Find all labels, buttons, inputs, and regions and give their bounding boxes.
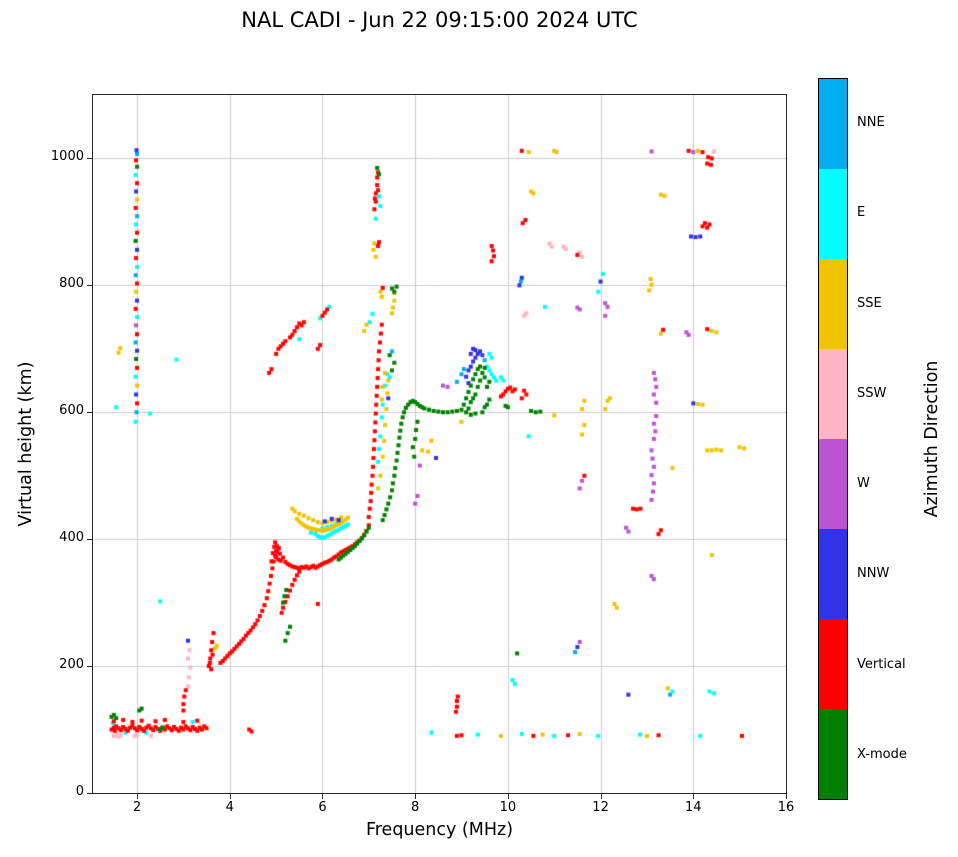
- x-tick-mark: [507, 794, 509, 799]
- colorbar-label-e: E: [857, 205, 866, 221]
- colorbar-label-sse: SSE: [857, 295, 882, 311]
- x-tick-label: 10: [499, 800, 517, 815]
- x-tick-label: 2: [132, 800, 142, 815]
- colorbar: [818, 78, 848, 800]
- colorbar-axis-label: Azimuth Direction: [922, 360, 942, 518]
- plot-canvas: [93, 95, 786, 793]
- colorbar-label-x-mode: X-mode: [857, 746, 907, 762]
- chart-title: NAL CADI - Jun 22 09:15:00 2024 UTC: [241, 8, 638, 32]
- colorbar-segment-x-mode: [819, 709, 847, 799]
- y-tick-label: 400: [59, 530, 84, 546]
- x-tick-mark: [229, 794, 231, 799]
- x-tick-label: 16: [777, 800, 795, 815]
- x-tick-label: 4: [225, 800, 234, 815]
- y-axis-label: Virtual height (km): [16, 361, 36, 527]
- colorbar-label-nne: NNE: [857, 115, 885, 131]
- x-tick-mark: [137, 794, 139, 799]
- colorbar-label-vertical: Vertical: [857, 656, 906, 672]
- y-tick-label: 1000: [50, 149, 84, 165]
- colorbar-segment-vertical: [819, 619, 847, 709]
- x-axis-label: Frequency (MHz): [365, 820, 514, 840]
- y-tick-mark: [87, 158, 92, 160]
- plot-area: [92, 94, 787, 794]
- x-tick-mark: [786, 794, 787, 799]
- y-tick-mark: [87, 539, 92, 541]
- y-tick-label: 200: [59, 657, 84, 673]
- colorbar-label-w: W: [857, 476, 870, 492]
- y-tick-label: 800: [59, 276, 84, 292]
- colorbar-segment-e: [819, 169, 847, 259]
- y-tick-mark: [87, 285, 92, 287]
- x-tick-label: 6: [318, 800, 327, 815]
- x-tick-label: 14: [685, 800, 702, 815]
- x-tick-mark: [322, 794, 324, 799]
- colorbar-label-ssw: SSW: [857, 385, 887, 401]
- x-tick-mark: [600, 794, 602, 799]
- colorbar-segment-ssw: [819, 349, 847, 439]
- colorbar-segment-nnw: [819, 529, 847, 619]
- x-tick-label: 12: [592, 800, 609, 815]
- colorbar-label-nnw: NNW: [857, 566, 890, 582]
- y-tick-mark: [87, 666, 92, 668]
- y-tick-label: 600: [59, 403, 84, 419]
- y-tick-mark: [87, 793, 92, 794]
- x-tick-mark: [415, 794, 417, 799]
- colorbar-segment-nne: [819, 79, 847, 169]
- x-tick-label: 8: [411, 800, 420, 815]
- y-tick-mark: [87, 412, 92, 414]
- y-tick-label: 0: [75, 784, 84, 799]
- colorbar-segment-w: [819, 439, 847, 529]
- x-tick-mark: [693, 794, 695, 799]
- colorbar-segment-sse: [819, 259, 847, 349]
